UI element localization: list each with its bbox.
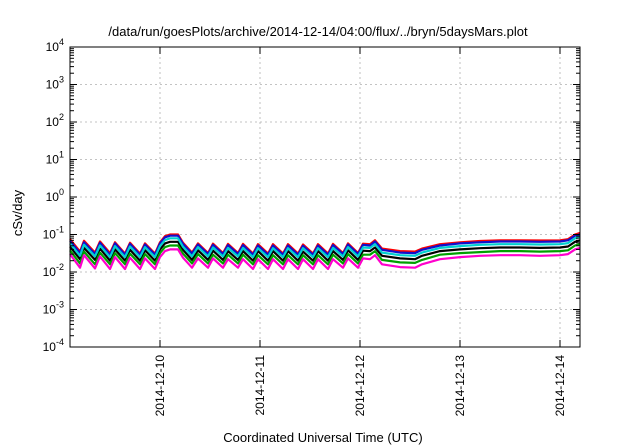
series-layer (69, 231, 581, 271)
series-line-5 (69, 246, 581, 271)
y-tick-label: 10-1 (43, 225, 64, 242)
y-tick-label: 101 (46, 150, 64, 167)
grid (70, 47, 580, 347)
y-tick-label: 102 (46, 112, 64, 129)
y-tick-label: 10-3 (43, 300, 64, 317)
y-tick-label: 100 (46, 187, 64, 204)
x-tick-label: 2014-12-10 (153, 355, 167, 417)
series-line-2 (69, 239, 581, 262)
y-tick-labels: 10-4 10-3 10-2 10-1 100 101 102 103 104 (43, 37, 64, 354)
x-tick-label: 2014-12-14 (553, 355, 567, 417)
y-axis-label: cSv/day (10, 189, 25, 236)
series-line-3 (69, 235, 581, 259)
y-tick-label: 10-2 (43, 262, 64, 279)
x-tick-label: 2014-12-13 (453, 355, 467, 417)
y-tick-label: 103 (46, 75, 64, 92)
chart-title: /data/run/goesPlots/archive/2014-12-14/0… (108, 24, 528, 39)
series-line-4 (69, 242, 581, 266)
x-tick-label: 2014-12-11 (253, 355, 267, 416)
series-line-1 (69, 233, 581, 256)
axes (69, 46, 581, 348)
x-tick-label: 2014-12-12 (353, 355, 367, 417)
y-tick-label: 104 (46, 37, 64, 54)
x-axis-label: Coordinated Universal Time (UTC) (223, 430, 422, 445)
y-tick-label: 10-4 (43, 337, 64, 354)
x-tick-labels: 2014-12-10 2014-12-11 2014-12-12 2014-12-13… (153, 355, 567, 417)
plot-frame (69, 46, 581, 348)
